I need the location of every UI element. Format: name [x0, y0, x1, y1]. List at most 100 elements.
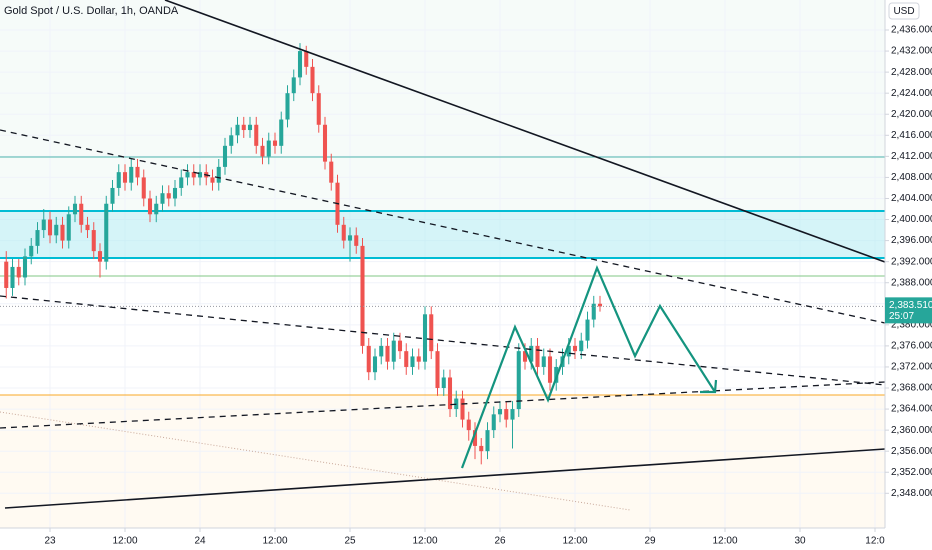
- y-tick-label: 2,412.000: [891, 151, 932, 162]
- candle-body: [185, 172, 190, 178]
- candle-body: [10, 266, 15, 288]
- projection-arrow: [700, 379, 718, 394]
- y-tick-label: 2,380.000: [891, 319, 932, 330]
- candle-body: [591, 303, 596, 320]
- last-price-box: [885, 297, 932, 324]
- y-tick-label: 2,428.000: [891, 67, 932, 78]
- candle-body: [329, 161, 334, 183]
- x-tick-label: 23: [44, 536, 56, 547]
- candle-body: [529, 345, 534, 362]
- candle-body: [160, 193, 165, 204]
- candle-body: [154, 203, 159, 215]
- x-tick-label: 12:00: [112, 536, 137, 547]
- y-tick-label: 2,348.000: [891, 488, 932, 499]
- trend-dotted: [0, 411, 631, 511]
- candle-body: [597, 303, 603, 307]
- candle-body: [316, 93, 321, 125]
- candle-body: [341, 224, 346, 241]
- y-tick-label: 2,352.000: [891, 467, 932, 478]
- x-tick-label: 26: [494, 536, 506, 547]
- candle-body: [416, 356, 421, 362]
- candle-body: [66, 214, 71, 241]
- candle-body: [579, 340, 584, 352]
- candle-body: [29, 245, 34, 257]
- candle-body: [366, 345, 371, 373]
- candle-body: [166, 193, 171, 199]
- candle-body: [247, 124, 253, 131]
- grid: [0, 0, 885, 528]
- candle-body: [60, 224, 65, 241]
- candle-body: [429, 314, 434, 352]
- candle-body: [135, 166, 140, 178]
- candle-body: [404, 351, 409, 367]
- candle-body: [79, 203, 84, 225]
- candle-body: [222, 145, 228, 167]
- candle-body: [391, 340, 396, 362]
- candle-body: [54, 224, 59, 236]
- candle-body: [504, 409, 509, 420]
- y-tick-label: 2,372.000: [891, 362, 932, 373]
- candle-body: [491, 414, 496, 431]
- candle-body: [97, 251, 103, 262]
- candle-body: [129, 166, 134, 183]
- candle-body: [522, 351, 528, 362]
- candle-body: [541, 356, 546, 367]
- y-tick-label: 2,432.000: [891, 46, 932, 57]
- supply-zone: [0, 211, 885, 258]
- trendline: [4, 448, 886, 509]
- candle-body: [360, 245, 365, 346]
- y-tick-label: 2,368.000: [891, 383, 932, 394]
- candle-body: [172, 187, 178, 199]
- x-tick-label: 30: [794, 536, 806, 547]
- candle-body: [510, 409, 515, 420]
- candle-body: [379, 345, 384, 357]
- candle-body: [210, 177, 215, 183]
- candle-body: [116, 172, 121, 188]
- y-tick-label: 2,388.000: [891, 277, 932, 288]
- candle-body: [35, 230, 40, 246]
- candle-body: [297, 51, 303, 78]
- projection-path: [460, 265, 716, 469]
- candle-body: [16, 266, 21, 278]
- candle-body: [572, 345, 578, 352]
- chart-title: Gold Spot / U.S. Dollar, 1h, OANDA: [4, 5, 179, 17]
- candle-body: [41, 219, 46, 231]
- y-tick-label: 2,360.000: [891, 425, 932, 436]
- candle-body: [535, 345, 540, 367]
- x-tick-label: 12:00: [712, 536, 737, 547]
- candle-body: [547, 356, 553, 383]
- candle-body: [354, 235, 359, 246]
- candle-body: [279, 119, 284, 146]
- candle-body: [460, 398, 465, 420]
- axis-labels: 2,348.000 2,352.000 2,356.000 2,360.000 2,36…: [44, 25, 932, 547]
- candle-body: [47, 219, 53, 236]
- currency: USD: [893, 6, 914, 17]
- candle-body: [385, 345, 390, 362]
- candle-body: [85, 224, 90, 231]
- x-tick-label: 12:00: [262, 536, 287, 547]
- candle-body: [122, 172, 128, 183]
- candle-body: [147, 198, 153, 215]
- y-tick-label: 2,400.000: [891, 214, 932, 225]
- candle-body: [441, 377, 446, 389]
- x-tick-label: 12:00: [562, 536, 587, 547]
- candle-body: [397, 340, 403, 352]
- last-price-label: 2,383.510: [889, 300, 932, 311]
- countdown: 25:07: [889, 311, 914, 322]
- candle-body: [497, 409, 503, 415]
- candle-body: [322, 124, 328, 162]
- candle-body: [4, 261, 9, 288]
- lower-tint: [0, 395, 885, 528]
- y-tick-label: 2,408.000: [891, 172, 932, 183]
- candle-body: [216, 166, 221, 183]
- upper-tint: [0, 0, 885, 211]
- candle-body: [310, 66, 315, 94]
- trendline-dashed: [0, 129, 886, 324]
- candle-body: [291, 77, 296, 94]
- currency-box[interactable]: [888, 2, 920, 20]
- x-tick-label: 24: [194, 536, 206, 547]
- y-tick-label: 2,404.000: [891, 193, 932, 204]
- candle-body: [479, 445, 484, 452]
- candle-body: [191, 172, 196, 178]
